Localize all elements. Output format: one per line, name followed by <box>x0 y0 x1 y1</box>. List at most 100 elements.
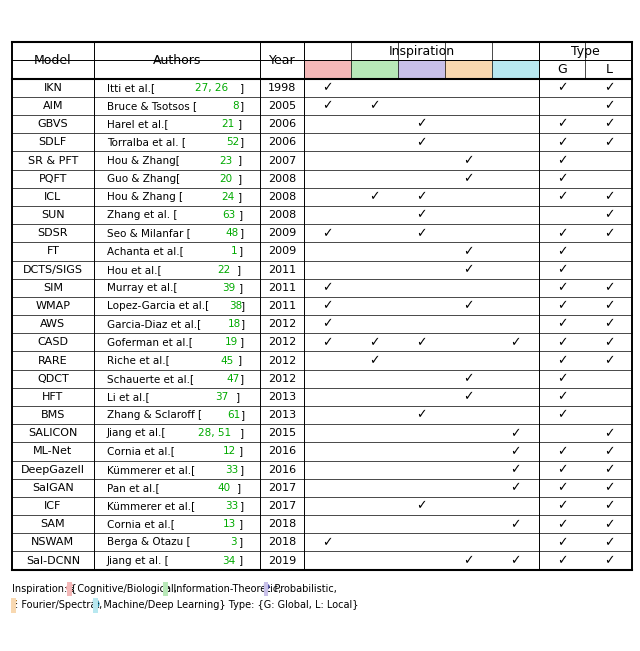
Text: FT: FT <box>47 247 60 256</box>
Text: SR & PFT: SR & PFT <box>28 156 78 165</box>
Text: 38: 38 <box>229 301 242 311</box>
Text: ✓: ✓ <box>604 499 614 512</box>
Text: WMAP: WMAP <box>35 301 70 311</box>
Text: ✓: ✓ <box>369 190 380 203</box>
Text: ✓: ✓ <box>323 536 333 549</box>
Text: 2007: 2007 <box>268 156 296 165</box>
Text: ✓: ✓ <box>604 481 614 494</box>
Text: 2011: 2011 <box>268 301 296 311</box>
Text: ]: ] <box>240 501 244 511</box>
Text: Schauerte et al.[: Schauerte et al.[ <box>107 374 194 383</box>
Text: 3: 3 <box>230 537 237 547</box>
Text: ]: ] <box>239 210 243 220</box>
Text: D: D <box>92 600 99 611</box>
Text: ✓: ✓ <box>557 354 567 367</box>
Text: ✓: ✓ <box>557 518 567 531</box>
Text: Jiang et al.[: Jiang et al.[ <box>107 428 166 438</box>
Text: ✓: ✓ <box>416 208 427 221</box>
Text: D: D <box>510 63 520 76</box>
Text: AWS: AWS <box>40 319 65 329</box>
Text: CASD: CASD <box>37 337 68 348</box>
Text: ]: ] <box>238 174 242 184</box>
Text: ✓: ✓ <box>416 227 427 240</box>
Text: 2005: 2005 <box>268 101 296 111</box>
Text: 2019: 2019 <box>268 555 296 566</box>
Text: ✓: ✓ <box>510 554 520 567</box>
Text: Lopez-Garcia et al.[: Lopez-Garcia et al.[ <box>107 301 209 311</box>
Text: ✓: ✓ <box>323 227 333 240</box>
Text: ✓: ✓ <box>557 299 567 312</box>
Text: ✓: ✓ <box>369 354 380 367</box>
Text: ✓: ✓ <box>604 81 614 94</box>
Text: ✓: ✓ <box>557 499 567 512</box>
Text: Kümmerer et al.[: Kümmerer et al.[ <box>107 501 195 511</box>
Text: Berga & Otazu [: Berga & Otazu [ <box>107 537 190 547</box>
Text: AIM: AIM <box>43 101 63 111</box>
Text: 34: 34 <box>222 555 236 566</box>
Text: Bruce & Tsotsos [: Bruce & Tsotsos [ <box>107 101 196 111</box>
Text: ]: ] <box>241 410 244 420</box>
Text: ✓: ✓ <box>416 409 427 422</box>
Text: 2016: 2016 <box>268 465 296 475</box>
Text: Cornia et al.[: Cornia et al.[ <box>107 447 175 456</box>
Text: ✓: ✓ <box>557 172 567 185</box>
Text: SUN: SUN <box>41 210 65 220</box>
Text: ]: ] <box>240 137 244 147</box>
Text: ]: ] <box>241 319 245 329</box>
Text: ]: ] <box>236 392 241 402</box>
Text: ✓: ✓ <box>557 336 567 349</box>
Text: C: C <box>66 584 73 594</box>
Text: SAM: SAM <box>40 519 65 529</box>
Text: ✓: ✓ <box>416 499 427 512</box>
Text: SIM: SIM <box>43 283 63 293</box>
Text: Year: Year <box>269 54 295 67</box>
Text: ✓: ✓ <box>323 299 333 312</box>
Text: ]: ] <box>240 428 244 438</box>
Text: 1998: 1998 <box>268 83 296 93</box>
Text: 2012: 2012 <box>268 374 296 383</box>
Text: 52: 52 <box>226 137 239 147</box>
Text: ✓: ✓ <box>557 190 567 203</box>
Text: ✓: ✓ <box>604 208 614 221</box>
Text: BMS: BMS <box>41 410 65 420</box>
Text: 2016: 2016 <box>268 447 296 456</box>
Text: ]: ] <box>239 283 243 293</box>
Text: F: F <box>464 63 472 76</box>
Text: ML-Net: ML-Net <box>33 447 72 456</box>
Text: ✓: ✓ <box>557 245 567 258</box>
Text: ✓: ✓ <box>510 427 520 440</box>
Text: Authors: Authors <box>153 54 201 67</box>
Text: ✓: ✓ <box>557 263 567 276</box>
Text: ✓: ✓ <box>604 536 614 549</box>
Text: Achanta et al.[: Achanta et al.[ <box>107 247 183 256</box>
Text: 2018: 2018 <box>268 537 296 547</box>
Text: : Probabilistic,: : Probabilistic, <box>268 584 337 594</box>
Text: 33: 33 <box>225 501 238 511</box>
Text: ]: ] <box>239 555 243 566</box>
Text: ✓: ✓ <box>604 518 614 531</box>
Text: NSWAM: NSWAM <box>31 537 74 547</box>
Text: ✓: ✓ <box>604 136 614 149</box>
Text: Murray et al.[: Murray et al.[ <box>107 283 177 293</box>
Text: ✓: ✓ <box>510 463 520 476</box>
Text: ✓: ✓ <box>604 318 614 331</box>
Text: Kümmerer et al.[: Kümmerer et al.[ <box>107 465 195 475</box>
Text: 24: 24 <box>221 192 234 202</box>
Text: ✓: ✓ <box>463 245 474 258</box>
Text: 61: 61 <box>227 410 241 420</box>
Text: Zhang & Sclaroff [: Zhang & Sclaroff [ <box>107 410 202 420</box>
Text: ✓: ✓ <box>557 318 567 331</box>
Text: ✓: ✓ <box>323 281 333 294</box>
Text: 2015: 2015 <box>268 428 296 438</box>
Text: ✓: ✓ <box>369 100 380 113</box>
Text: IKN: IKN <box>44 83 62 93</box>
Text: 33: 33 <box>225 465 238 475</box>
Text: ]: ] <box>237 483 241 493</box>
Text: : Information-Theoretic,: : Information-Theoretic, <box>168 584 288 594</box>
Text: ✓: ✓ <box>557 281 567 294</box>
Text: Inspiration: Inspiration <box>388 45 454 58</box>
Text: ✓: ✓ <box>323 100 333 113</box>
Text: Goferman et al.[: Goferman et al.[ <box>107 337 193 348</box>
Text: 2011: 2011 <box>268 283 296 293</box>
Text: ✓: ✓ <box>604 299 614 312</box>
